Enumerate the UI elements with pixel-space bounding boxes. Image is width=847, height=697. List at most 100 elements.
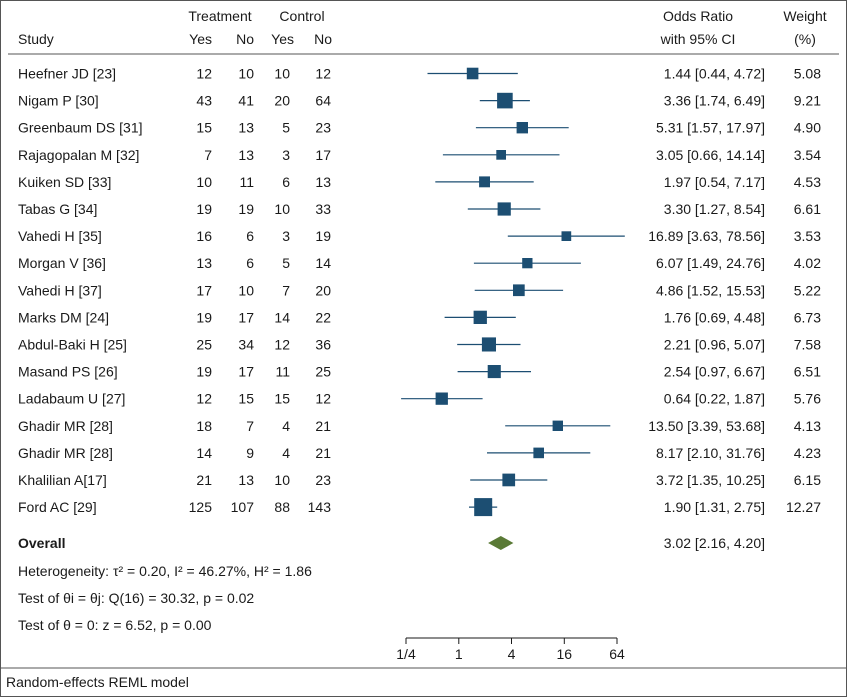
weight-label: 4.02	[794, 255, 821, 271]
column-headers: Treatment Control Study Yes No Yes No Od…	[18, 8, 827, 47]
header-treatment-yes: Yes	[189, 31, 212, 47]
treatment-no-value: 7	[246, 418, 254, 434]
study-name: Nigam P [30]	[18, 93, 99, 109]
control-yes-value: 5	[282, 255, 290, 271]
treatment-no-value: 6	[246, 255, 254, 271]
treatment-yes-value: 21	[196, 472, 212, 488]
treatment-yes-value: 10	[196, 174, 212, 190]
study-row: Vahedi H [35] 16 6 3 19 16.89 [3.63, 78.56] 3.…	[18, 228, 821, 244]
effect-box	[474, 498, 493, 517]
treatment-no-value: 13	[238, 147, 254, 163]
effect-box	[533, 447, 544, 459]
study-row: Ladabaum U [27] 12 15 15 12 0.64 [0.22, 1.87]…	[18, 391, 821, 407]
overall-effect-test: Test of θ = 0: z = 6.52, p = 0.00	[18, 617, 212, 633]
treatment-yes-value: 19	[196, 201, 212, 217]
odds-ratio-ci-label: 2.54 [0.97, 6.67]	[664, 364, 765, 380]
weight-label: 6.51	[794, 364, 821, 380]
study-rows: Heefner JD [23] 12 10 10 12 1.44 [0.44, 4.72]…	[18, 66, 821, 517]
treatment-no-value: 6	[246, 228, 254, 244]
control-yes-value: 10	[274, 66, 290, 82]
control-no-value: 36	[315, 337, 331, 353]
control-no-value: 23	[315, 120, 331, 136]
header-treatment-no: No	[236, 31, 254, 47]
footnote: Random-effects REML model	[6, 674, 189, 690]
control-yes-value: 7	[282, 282, 290, 298]
overall-label: Overall	[18, 535, 65, 551]
study-row: Greenbaum DS [31] 15 13 5 23 5.31 [1.57, 17.9…	[18, 120, 821, 136]
homogeneity-test: Test of θi = θj: Q(16) = 30.32, p = 0.02	[18, 590, 254, 606]
test-statistics: Heterogeneity: τ² = 0.20, I² = 46.27%, H…	[18, 563, 312, 633]
control-no-value: 22	[315, 309, 331, 325]
treatment-no-value: 41	[238, 93, 254, 109]
weight-label: 3.53	[794, 228, 821, 244]
control-no-value: 64	[315, 93, 331, 109]
weight-label: 5.08	[794, 66, 821, 82]
header-control-yes: Yes	[271, 31, 294, 47]
header-weight-line2: (%)	[794, 31, 816, 47]
header-control: Control	[279, 8, 324, 24]
study-name: Tabas G [34]	[18, 201, 97, 217]
study-name: Kuiken SD [33]	[18, 174, 111, 190]
treatment-yes-value: 7	[204, 147, 212, 163]
control-yes-value: 6	[282, 174, 290, 190]
weight-label: 4.13	[794, 418, 821, 434]
treatment-yes-value: 13	[196, 255, 212, 271]
study-name: Marks DM [24]	[18, 309, 109, 325]
study-name: Vahedi H [37]	[18, 282, 102, 298]
treatment-no-value: 11	[239, 174, 254, 190]
treatment-no-value: 17	[238, 309, 254, 325]
odds-ratio-ci-label: 1.76 [0.69, 4.48]	[664, 309, 765, 325]
overall-diamond	[488, 536, 514, 550]
treatment-yes-value: 12	[196, 66, 212, 82]
control-no-value: 23	[315, 472, 331, 488]
x-tick-label: 16	[557, 646, 573, 662]
study-row: Marks DM [24] 19 17 14 22 1.76 [0.69, 4.48] 6.…	[18, 309, 821, 325]
odds-ratio-ci-label: 3.05 [0.66, 14.14]	[656, 147, 765, 163]
header-weight-line1: Weight	[783, 8, 826, 24]
treatment-yes-value: 15	[196, 120, 212, 136]
study-name: Ghadir MR [28]	[18, 445, 113, 461]
study-name: Vahedi H [35]	[18, 228, 102, 244]
odds-ratio-ci-label: 6.07 [1.49, 24.76]	[656, 255, 765, 271]
x-tick-label: 64	[609, 646, 625, 662]
treatment-yes-value: 17	[196, 282, 212, 298]
weight-label: 9.21	[794, 93, 821, 109]
treatment-no-value: 13	[238, 472, 254, 488]
odds-ratio-ci-label: 13.50 [3.39, 53.68]	[648, 418, 765, 434]
x-axis: 1/4 1 4 16 64	[396, 637, 625, 662]
study-row: Ghadir MR [28] 14 9 4 21 8.17 [2.10, 31.76] 4.…	[18, 445, 821, 461]
study-row: Tabas G [34] 19 19 10 33 3.30 [1.27, 8.54] 6.6…	[18, 201, 821, 217]
study-row: Abdul-Baki H [25] 25 34 12 36 2.21 [0.96, 5.0…	[18, 337, 821, 353]
control-yes-value: 5	[282, 120, 290, 136]
treatment-no-value: 17	[238, 364, 254, 380]
control-yes-value: 10	[274, 201, 290, 217]
effect-box	[479, 176, 490, 188]
header-treatment: Treatment	[188, 8, 251, 24]
odds-ratio-ci-label: 16.89 [3.63, 78.56]	[648, 228, 765, 244]
control-yes-value: 11	[275, 364, 290, 380]
treatment-yes-value: 19	[196, 364, 212, 380]
study-name: Morgan V [36]	[18, 255, 106, 271]
control-yes-value: 4	[282, 445, 290, 461]
overall-or-text: 3.02 [2.16, 4.20]	[664, 535, 765, 551]
treatment-yes-value: 25	[196, 337, 212, 353]
study-name: Masand PS [26]	[18, 364, 118, 380]
control-no-value: 17	[315, 147, 331, 163]
control-no-value: 21	[315, 418, 331, 434]
effect-box	[502, 473, 516, 487]
control-no-value: 13	[315, 174, 331, 190]
weight-label: 7.58	[794, 337, 821, 353]
odds-ratio-ci-label: 1.44 [0.44, 4.72]	[664, 66, 765, 82]
weight-label: 12.27	[786, 499, 821, 515]
treatment-no-value: 107	[231, 499, 255, 515]
odds-ratio-ci-label: 1.90 [1.31, 2.75]	[664, 499, 765, 515]
control-no-value: 14	[315, 255, 331, 271]
study-row: Morgan V [36] 13 6 5 14 6.07 [1.49, 24.76] 4.0…	[18, 255, 821, 271]
weight-label: 4.90	[794, 120, 821, 136]
odds-ratio-ci-label: 0.64 [0.22, 1.87]	[664, 391, 765, 407]
odds-ratio-ci-label: 3.72 [1.35, 10.25]	[656, 472, 765, 488]
odds-ratio-ci-label: 8.17 [2.10, 31.76]	[656, 445, 765, 461]
heterogeneity-stat: Heterogeneity: τ² = 0.20, I² = 46.27%, H…	[18, 563, 312, 579]
study-row: Khalilian A[17] 21 13 10 23 3.72 [1.35, 10.25…	[18, 472, 821, 488]
